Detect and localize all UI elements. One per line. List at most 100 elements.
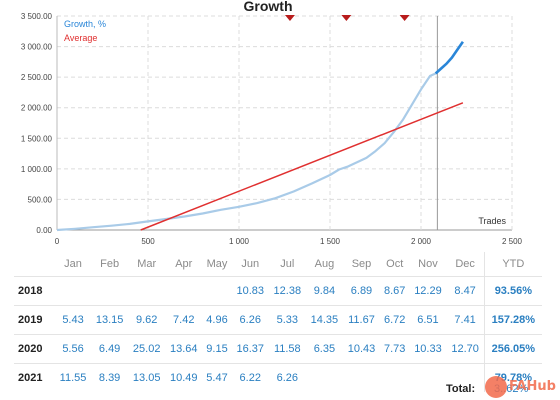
month-value-cell: 6.22 xyxy=(231,363,269,392)
legend-entry-average: Average xyxy=(64,33,97,43)
month-value-cell: 6.72 xyxy=(380,305,410,335)
chart-title: Growth xyxy=(244,0,293,14)
chart-markers xyxy=(284,15,410,21)
month-value-cell: 13.15 xyxy=(91,305,129,335)
month-value-cell xyxy=(409,363,447,392)
y-tick-label: 500.00 xyxy=(28,195,53,204)
month-header: Apr xyxy=(175,258,193,270)
ytd-cell: 157.28% xyxy=(483,305,542,335)
year-cell: 2021 xyxy=(14,363,55,392)
month-value-cell: 4.96 xyxy=(202,305,232,335)
month-header: Sep xyxy=(351,258,372,270)
legend-entry-growth: Growth, % xyxy=(64,19,106,29)
month-value-cell: 5.56 xyxy=(55,334,92,364)
x-axis-label: Trades xyxy=(478,216,506,226)
y-tick-label: 2 500.00 xyxy=(21,73,53,82)
month-value-cell: 10.43 xyxy=(342,334,381,364)
y-tick-label: 1 500.00 xyxy=(21,134,53,143)
y-tick-label: 3 500.00 xyxy=(21,12,53,21)
month-value-cell: 10.33 xyxy=(409,334,447,364)
month-value-cell xyxy=(55,276,92,306)
month-value-cell: 11.67 xyxy=(342,305,381,335)
month-value-cell xyxy=(342,363,381,392)
month-value-cell: 25.02 xyxy=(128,334,166,364)
year-header xyxy=(14,252,55,277)
month-value-cell: 6.49 xyxy=(91,334,129,364)
x-tick-label: 2 000 xyxy=(411,237,432,246)
monthly-returns-table: Jan Feb Mar Apr May Jun Jul Aug Sep Oct Nov Dec YTD … xyxy=(14,252,542,392)
month-value-cell: 5.43 xyxy=(55,305,92,335)
month-value-cell: 8.67 xyxy=(380,276,410,306)
event-marker-icon xyxy=(399,15,410,21)
month-value-cell: 14.35 xyxy=(305,305,343,335)
month-value-cell xyxy=(380,363,410,392)
month-value-cell: 9.15 xyxy=(202,334,232,364)
month-value-cell: 5.33 xyxy=(268,305,306,335)
event-marker-icon xyxy=(284,15,295,21)
month-value-cell: 16.37 xyxy=(231,334,269,364)
month-value-cell: 11.55 xyxy=(55,363,92,392)
watermark-text: FAHub xyxy=(509,379,556,394)
x-tick-label: 500 xyxy=(141,237,155,246)
y-tick-label: 1 000.00 xyxy=(21,165,53,174)
month-value-cell: 10.49 xyxy=(165,363,203,392)
table-header-row: Jan Feb Mar Apr May Jun Jul Aug Sep Oct Nov Dec YTD xyxy=(14,252,542,277)
legend: Growth, % Average xyxy=(64,19,106,43)
growth-chart: Growth 0.00 500.00 1 000.00 1 500.00 2 000.0… xyxy=(21,0,523,246)
ytd-cell: 256.05% xyxy=(483,334,542,364)
month-value-cell: 8.39 xyxy=(91,363,129,392)
x-tick-label: 0 xyxy=(55,237,60,246)
month-value-cell: 12.38 xyxy=(268,276,306,306)
year-cell: 2019 xyxy=(14,305,55,335)
month-value-cell: 11.58 xyxy=(268,334,306,364)
month-value-cell: 6.26 xyxy=(268,363,306,392)
x-axis: 0 500 1 000 1 500 2 000 2 500 xyxy=(55,237,523,246)
month-value-cell: 5.47 xyxy=(202,363,232,392)
table-row: 2020 5.56 6.49 25.02 13.64 9.15 16.37 11.58 6.35… xyxy=(14,334,542,364)
month-header: Jul xyxy=(280,258,295,270)
ytd-cell: 93.56% xyxy=(483,276,542,306)
month-header: Aug xyxy=(314,258,335,270)
month-value-cell: 6.35 xyxy=(305,334,343,364)
month-value-cell: 9.84 xyxy=(305,276,343,306)
month-value-cell xyxy=(446,363,485,392)
month-value-cell: 6.51 xyxy=(409,305,447,335)
y-axis: 0.00 500.00 1 000.00 1 500.00 2 000.00 2 500.… xyxy=(21,12,53,235)
table-row: 2018 10.83 12.38 9.84 6.89 8.67 12.29 8.47 93.56… xyxy=(14,276,542,306)
month-value-cell: 6.26 xyxy=(231,305,269,335)
month-value-cell: 8.47 xyxy=(446,276,485,306)
month-header: Dec xyxy=(455,258,475,270)
month-value-cell: 13.05 xyxy=(128,363,166,392)
month-header: Jun xyxy=(241,258,260,270)
year-cell: 2020 xyxy=(14,334,55,364)
month-value-cell: 7.73 xyxy=(380,334,410,364)
fahub-logo-icon xyxy=(485,376,507,398)
month-value-cell xyxy=(202,276,232,306)
month-value-cell: 12.29 xyxy=(409,276,447,306)
month-value-cell xyxy=(165,276,203,306)
total-label: Total: xyxy=(446,383,476,395)
series-line-2 xyxy=(140,102,464,231)
month-header: Nov xyxy=(418,258,438,270)
month-value-cell: 7.41 xyxy=(446,305,485,335)
y-tick-label: 0.00 xyxy=(36,226,52,235)
series-line-0 xyxy=(56,72,437,232)
y-tick-label: 2 000.00 xyxy=(21,104,53,113)
month-header: YTD xyxy=(483,252,542,277)
table-row: 2019 5.43 13.15 9.62 7.42 4.96 6.26 5.33 14.35 11… xyxy=(14,305,542,335)
month-value-cell: 9.62 xyxy=(128,305,166,335)
month-value-cell xyxy=(128,276,166,306)
month-value-cell xyxy=(305,363,343,392)
x-tick-label: 1 000 xyxy=(229,237,250,246)
x-tick-label: 2 500 xyxy=(502,237,523,246)
event-marker-icon xyxy=(341,15,352,21)
month-value-cell: 6.89 xyxy=(342,276,381,306)
month-header: Jan xyxy=(64,258,82,270)
month-value-cell xyxy=(91,276,129,306)
series-line-1 xyxy=(434,40,464,75)
month-header: Feb xyxy=(100,258,120,270)
month-value-cell: 13.64 xyxy=(165,334,203,364)
month-value-cell: 10.83 xyxy=(231,276,269,306)
x-tick-label: 1 500 xyxy=(320,237,341,246)
month-value-cell: 12.70 xyxy=(446,334,485,364)
